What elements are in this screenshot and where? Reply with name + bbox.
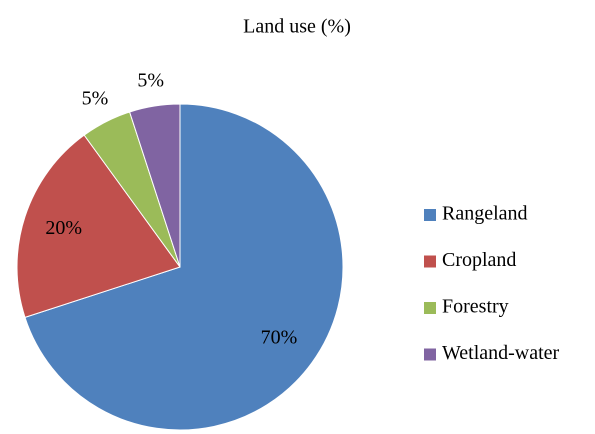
legend-swatch	[424, 302, 436, 314]
legend-swatch	[424, 255, 436, 268]
data-label: 20%	[45, 217, 82, 239]
data-label: 5%	[82, 88, 109, 110]
legend-swatch	[424, 348, 436, 361]
legend-label: Cropland	[442, 249, 516, 271]
legend-label: Wetland-water	[442, 342, 560, 364]
pie-slice	[128, 103, 181, 268]
legend-label: Rangeland	[442, 203, 528, 225]
legend-swatch	[424, 209, 436, 221]
chart-title: Land use (%)	[243, 16, 351, 38]
pie-slice	[24, 103, 344, 431]
data-label: 70%	[261, 326, 298, 348]
data-label: 5%	[137, 69, 164, 91]
legend-label: Forestry	[442, 296, 509, 318]
pie-slice	[16, 134, 181, 319]
